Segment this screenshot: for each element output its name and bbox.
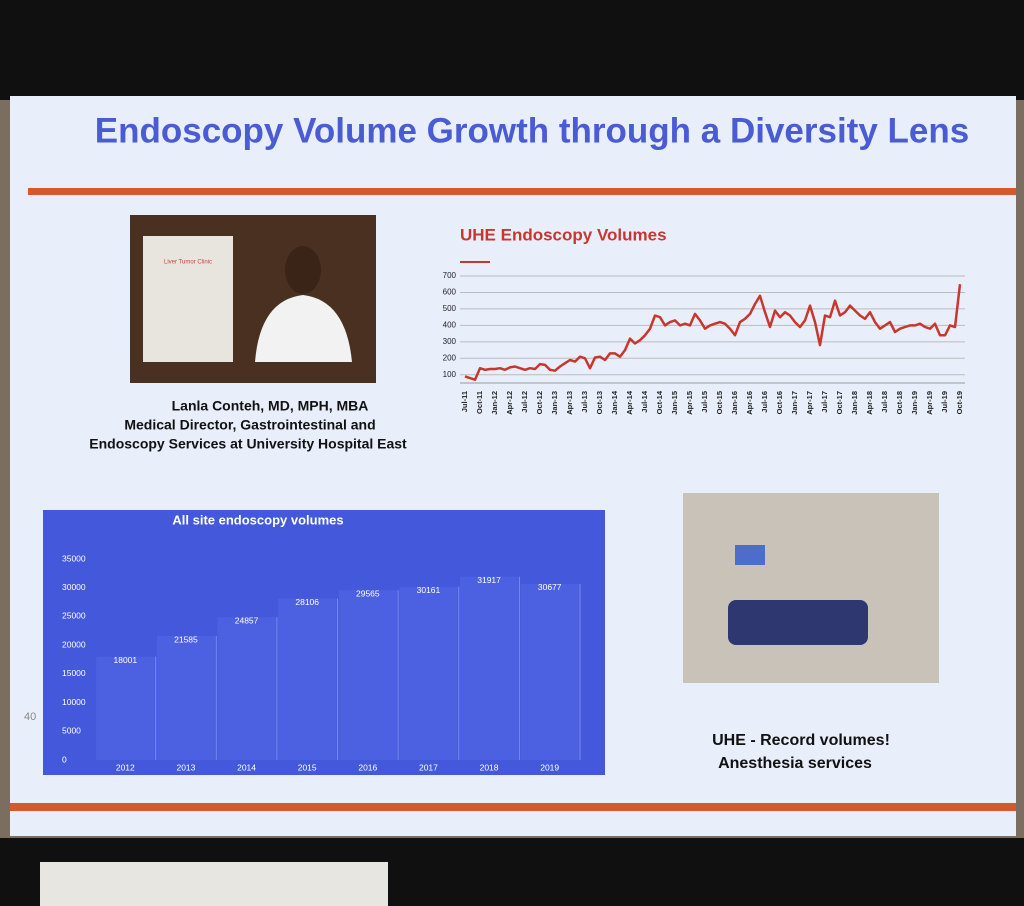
y-tick-label: 35000: [62, 553, 86, 563]
y-tick-label: 400: [443, 320, 457, 329]
x-tick-label: Oct-14: [655, 390, 664, 414]
x-tick-label: Apr-14: [625, 390, 634, 415]
y-tick-label: 200: [443, 353, 457, 362]
y-tick-label: 15000: [62, 668, 86, 678]
sign-text: Liver Tumor Clinic: [164, 260, 212, 266]
y-tick-label: 20000: [62, 639, 86, 649]
slide-title: Endoscopy Volume Growth through a Divers…: [95, 111, 969, 150]
x-tick-label: Apr-18: [865, 391, 874, 415]
bar: [399, 586, 458, 760]
x-tick-label: Jul-16: [760, 391, 769, 413]
x-tick-label: Oct-13: [595, 391, 604, 414]
y-tick-label: 5000: [62, 726, 81, 736]
x-tick-label: Jul-18: [880, 391, 889, 413]
x-tick-label: Oct-18: [895, 391, 904, 414]
data-label: 24857: [235, 615, 259, 625]
bar: [459, 576, 519, 760]
rule: [28, 188, 1016, 195]
x-tick-label: Oct-16: [775, 391, 784, 414]
bed: [728, 600, 868, 645]
x-tick-label: Jul-13: [580, 391, 589, 413]
sign: [143, 236, 233, 362]
note: Anesthesia services: [718, 755, 872, 772]
x-tick-label: Jul-14: [640, 390, 649, 413]
bar: [217, 617, 276, 760]
y-tick-label: 300: [443, 337, 457, 346]
data-line: [464, 284, 962, 381]
x-tick-label: Apr-17: [805, 391, 814, 415]
portrait-coat: [255, 295, 352, 362]
x-tick-label: Jul-11: [460, 391, 469, 412]
x-tick-label: Jul-15: [700, 391, 709, 413]
data-label: 28106: [295, 597, 319, 607]
x-tick-label: Apr-16: [745, 391, 754, 415]
title-underline: [460, 261, 490, 263]
chart-title: All site endoscopy volumes: [172, 512, 343, 527]
page-number: 40: [24, 711, 36, 723]
bar: [520, 583, 579, 760]
data-label: 29565: [356, 588, 380, 598]
x-tick-label: 2017: [419, 762, 438, 772]
y-tick-label: 700: [443, 271, 457, 280]
x-tick-label: Jan-17: [790, 391, 799, 415]
x-tick-label: Oct-12: [535, 391, 544, 414]
projector: [40, 862, 388, 906]
y-tick-label: 500: [443, 304, 457, 313]
chart-title: UHE Endoscopy Volumes: [460, 225, 667, 244]
y-tick-label: 0: [62, 754, 67, 764]
x-tick-label: Jan-18: [850, 391, 859, 415]
bar: [338, 590, 397, 760]
data-label: 30161: [417, 585, 441, 595]
x-tick-label: 2012: [116, 762, 135, 772]
x-tick-label: Jul-17: [820, 391, 829, 413]
x-tick-label: Jan-16: [730, 391, 739, 415]
y-tick-label: 30000: [62, 582, 86, 592]
x-tick-label: Jul-19: [940, 391, 949, 413]
bar: [156, 636, 216, 760]
y-tick-label: 10000: [62, 697, 86, 707]
x-tick-label: Apr-13: [565, 391, 574, 415]
x-tick-label: Apr-12: [505, 391, 514, 415]
data-label: 30677: [538, 582, 562, 592]
x-tick-label: Oct-15: [715, 391, 724, 414]
x-tick-label: Jan-13: [550, 391, 559, 415]
room-photo: [683, 493, 939, 683]
caption: Lanla Conteh, MD, MPH, MBA: [172, 398, 369, 414]
x-tick-label: Jan-19: [910, 391, 919, 415]
data-label: 31917: [477, 575, 501, 585]
x-tick-label: Jan-15: [670, 391, 679, 415]
x-tick-label: 2019: [540, 762, 559, 772]
portrait-head: [285, 246, 321, 294]
note: UHE - Record volumes!: [712, 732, 890, 749]
x-tick-label: 2014: [237, 762, 256, 772]
x-tick-label: Jan-12: [490, 391, 499, 415]
x-tick-label: 2016: [358, 762, 377, 772]
x-tick-label: Apr-15: [685, 391, 694, 415]
y-tick-label: 25000: [62, 611, 86, 621]
monitor: [735, 545, 765, 565]
bar: [278, 598, 337, 760]
data-label: 18001: [113, 655, 137, 665]
caption: Medical Director, Gastrointestinal and: [124, 417, 375, 433]
x-tick-label: 2015: [298, 762, 317, 772]
caption: Endoscopy Services at University Hospita…: [89, 436, 407, 452]
x-tick-label: 2013: [176, 762, 195, 772]
rule: [10, 803, 1016, 811]
x-tick-label: 2018: [480, 762, 499, 772]
y-tick-label: 100: [443, 370, 457, 379]
bar: [96, 656, 155, 760]
y-tick-label: 600: [443, 288, 457, 297]
data-label: 21585: [174, 634, 198, 644]
x-tick-label: Jan-14: [610, 390, 619, 415]
x-tick-label: Apr-19: [925, 391, 934, 415]
x-tick-label: Jul-12: [520, 391, 529, 413]
x-tick-label: Oct-11: [475, 391, 484, 414]
x-tick-label: Oct-19: [955, 391, 964, 414]
x-tick-label: Oct-17: [835, 391, 844, 414]
